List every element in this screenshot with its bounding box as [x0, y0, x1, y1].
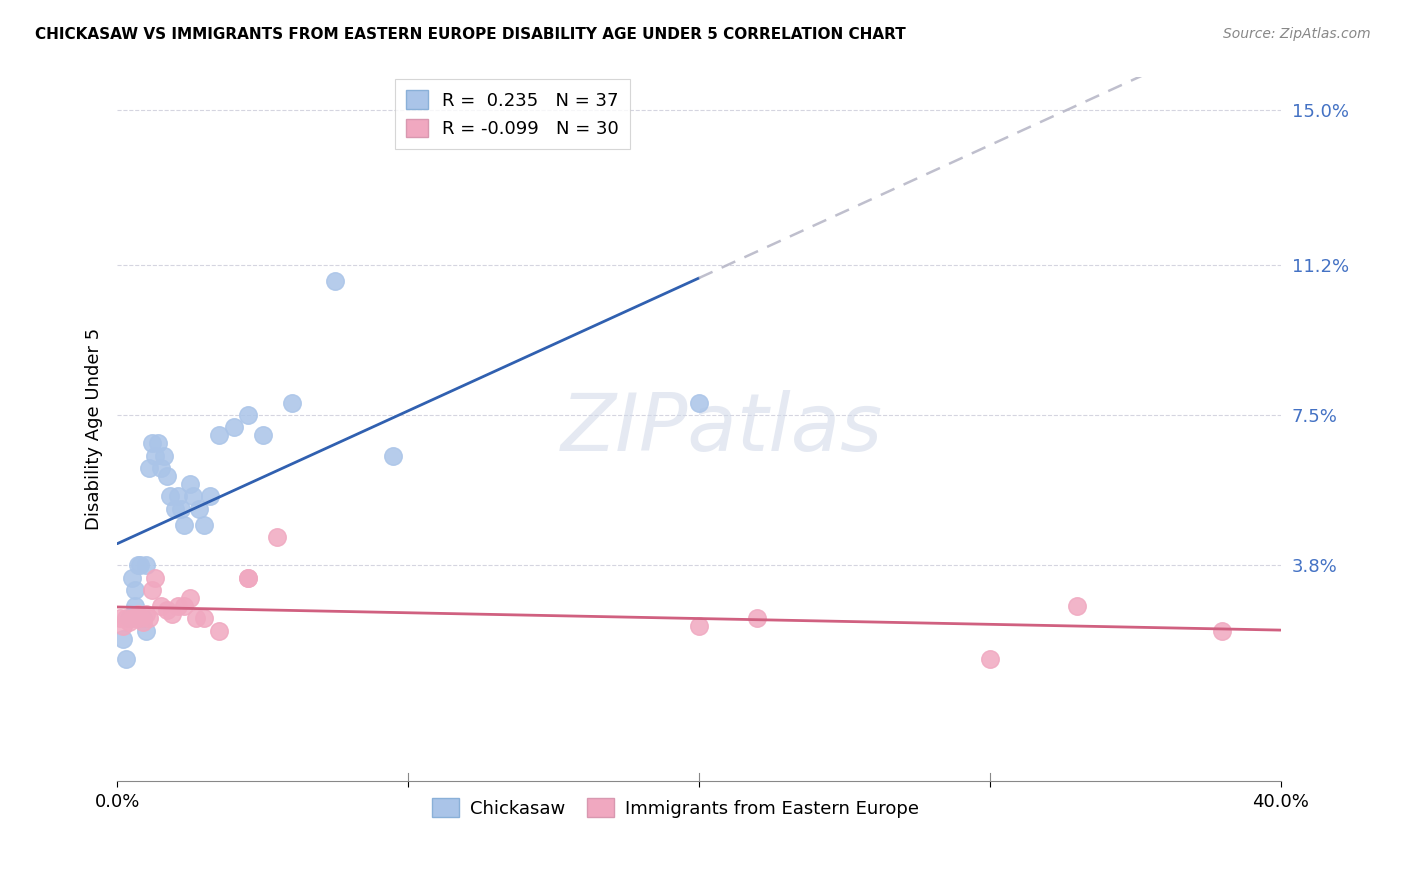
Point: [149, 599, 172, 614]
Point: [208, 624, 231, 638]
Point: [165, 501, 187, 516]
Point: [143, 571, 166, 585]
Point: [236, 571, 259, 585]
Point: [193, 611, 215, 625]
Point: [135, 624, 157, 638]
Point: [124, 611, 146, 625]
Point: [170, 501, 193, 516]
Text: Source: ZipAtlas.com: Source: ZipAtlas.com: [1223, 27, 1371, 41]
Point: [135, 607, 157, 622]
Point: [200, 489, 222, 503]
Point: [159, 489, 181, 503]
Point: [173, 517, 195, 532]
Point: [266, 530, 288, 544]
Point: [141, 436, 163, 450]
Point: [127, 607, 149, 622]
Point: [688, 619, 710, 633]
Point: [208, 428, 231, 442]
Point: [323, 274, 346, 288]
Text: CHICKASAW VS IMMIGRANTS FROM EASTERN EUROPE DISABILITY AGE UNDER 5 CORRELATION C: CHICKASAW VS IMMIGRANTS FROM EASTERN EUR…: [35, 27, 905, 42]
Point: [222, 420, 245, 434]
Point: [138, 460, 160, 475]
Point: [141, 582, 163, 597]
Point: [118, 615, 141, 630]
Text: ZIPatlas: ZIPatlas: [561, 390, 883, 468]
Point: [108, 611, 131, 625]
Point: [124, 599, 146, 614]
Legend: Chickasaw, Immigrants from Eastern Europe: Chickasaw, Immigrants from Eastern Europ…: [425, 791, 927, 825]
Point: [127, 558, 149, 573]
Point: [115, 611, 138, 625]
Point: [688, 396, 710, 410]
Point: [745, 611, 768, 625]
Point: [121, 571, 143, 585]
Point: [162, 607, 184, 622]
Point: [236, 571, 259, 585]
Y-axis label: Disability Age Under 5: Disability Age Under 5: [86, 328, 103, 531]
Point: [152, 449, 174, 463]
Point: [115, 652, 138, 666]
Point: [124, 582, 146, 597]
Point: [118, 611, 141, 625]
Point: [149, 460, 172, 475]
Point: [135, 558, 157, 573]
Point: [129, 558, 152, 573]
Point: [184, 611, 207, 625]
Point: [193, 517, 215, 532]
Point: [382, 449, 405, 463]
Point: [132, 611, 155, 625]
Point: [1066, 599, 1088, 614]
Point: [1211, 624, 1233, 638]
Point: [167, 489, 190, 503]
Point: [132, 615, 155, 630]
Point: [236, 408, 259, 422]
Point: [111, 632, 134, 646]
Point: [156, 469, 179, 483]
Point: [143, 449, 166, 463]
Point: [187, 501, 209, 516]
Point: [252, 428, 274, 442]
Point: [179, 477, 201, 491]
Point: [146, 436, 169, 450]
Point: [121, 611, 143, 625]
Point: [167, 599, 190, 614]
Point: [181, 489, 204, 503]
Point: [979, 652, 1001, 666]
Point: [179, 591, 201, 605]
Point: [138, 611, 160, 625]
Point: [156, 603, 179, 617]
Point: [127, 611, 149, 625]
Point: [129, 611, 152, 625]
Point: [173, 599, 195, 614]
Point: [111, 619, 134, 633]
Point: [280, 396, 302, 410]
